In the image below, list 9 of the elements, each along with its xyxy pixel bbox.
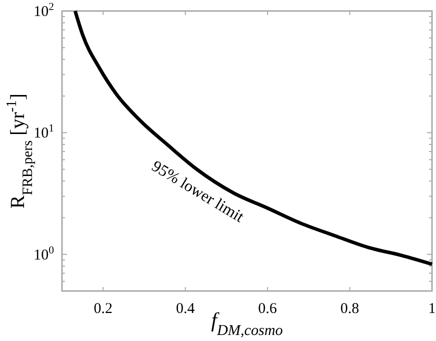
x-tick-label: 0.8 — [340, 301, 360, 317]
x-tick-label: 0.4 — [176, 301, 196, 317]
y-tick-label: 10$^{2}$ — [34, 1, 54, 20]
line-series — [73, 9, 434, 266]
x-tick-label: 1 — [428, 301, 436, 317]
y-tick-label: 10$^{0}$ — [34, 244, 54, 264]
x-tick-label: 0.6 — [258, 301, 278, 317]
y-tick-label: 10$^{1}$ — [34, 122, 54, 142]
x-tick-label: 0.2 — [94, 301, 112, 317]
